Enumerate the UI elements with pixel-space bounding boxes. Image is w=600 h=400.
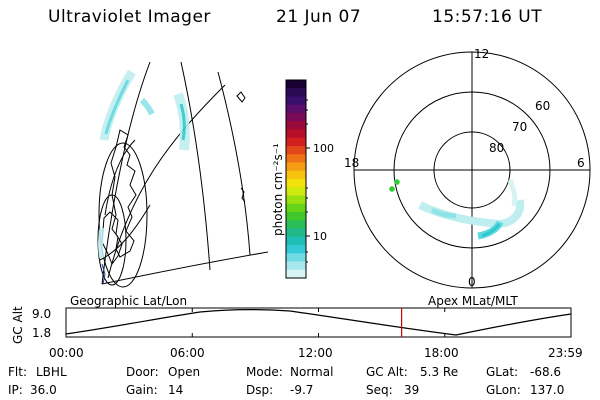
map-aurora-band [139,97,155,116]
glon-label: GLon: [486,383,521,397]
colorbar-stripe [286,96,306,106]
colorbar-stripes [286,80,306,279]
colorbar-stripe [286,187,306,197]
timeline-left-label: Geographic Lat/Lon [70,294,188,308]
timeline-x-tick: 23:59 [548,346,583,360]
coastline [236,91,246,103]
green-spot [389,186,395,192]
coastline [101,211,123,266]
latitude-line [99,204,151,261]
latitude-line [101,251,269,285]
meridian-line [101,61,151,285]
lat-label-80: 80 [489,141,505,155]
timeline-right-label: Apex MLat/MLT [428,294,518,308]
polar-aurora-oval [430,207,457,219]
mlt-label-6: 6 [577,156,585,170]
coastline [110,129,137,258]
mode-value: Normal [290,365,334,379]
map-aurora-band [104,79,130,135]
flt-value: LBHL [36,365,67,379]
glon-value: 137.0 [530,383,565,397]
timeline-y-tick: 9.0 [32,307,52,321]
coastline [240,187,246,203]
lat-label-70: 70 [512,120,528,134]
colorbar-stripe [286,228,306,238]
colorbar-stripe [286,269,306,279]
flt-label: Flt: [8,365,27,379]
colorbar-stripe [286,212,306,221]
polar-aurora-oval [507,179,518,207]
timeline-x-tick: 18:00 [424,346,459,360]
colorbar-stripe [286,245,306,254]
colorbar-stripe [286,88,306,98]
polar-aurora-oval [481,223,501,238]
lat-label-60: 60 [535,99,551,113]
colorbar-stripe [286,146,306,155]
meridian-line [180,61,211,271]
timeline-x-tick: 12:00 [298,346,333,360]
colorbar-tick-label: 100 [313,142,334,155]
mode-label: Mode: [246,365,283,379]
meridian-line [217,71,251,256]
colorbar-stripe [286,129,306,139]
time-label: 15:57:16 UT [432,7,543,27]
colorbar-stripe [286,80,306,89]
map-aurora-band [98,227,105,259]
gcalt-label: GC Alt: [366,365,408,379]
colorbar-stripe [286,104,306,114]
colorbar-stripe [286,203,306,213]
ip-value: 36.0 [30,383,57,397]
colorbar-stripe [286,179,306,188]
colorbar-stripe [286,220,306,230]
colorbar-stripe [286,261,306,271]
timeline-x-tick: 00:00 [49,346,84,360]
door-value: Open [168,365,201,379]
latitude-line [104,139,136,216]
colorbar-stripe [286,154,306,164]
gain-label: Gain: [126,383,158,397]
altitude-curve [65,309,572,336]
map-aurora-band [179,103,186,141]
mlt-label-18: 18 [344,156,360,170]
timeline-x-tick: 06:00 [170,346,205,360]
latitude-ring [98,142,148,288]
colorbar-stripe [286,170,306,180]
door-label: Door: [126,365,159,379]
colorbar-tick-label: 10 [313,230,327,243]
gain-value: 14 [168,383,184,397]
colorbar-stripe [286,113,306,122]
glat-label: GLat: [486,365,519,379]
dsp-value: -9.7 [290,383,314,397]
colorbar-stripe [286,236,306,246]
meridian-line [107,84,226,279]
gcalt-value: 5.3 Re [420,365,459,379]
coastline-blue [101,263,106,285]
instrument-title: Ultraviolet Imager [48,7,211,27]
colorbar-stripe [286,162,306,172]
mlt-label-12: 12 [474,47,490,61]
glat-value: -68.6 [530,365,562,379]
mlt-label-0: 0 [468,275,476,289]
colorbar-stripe [286,195,306,205]
green-spot [394,179,400,185]
dsp-label: Dsp: [246,383,274,397]
timeline-ticks [65,308,572,337]
timeline-y-tick: 1.8 [32,326,52,340]
seq-label: Seq: [366,383,393,397]
colorbar-stripe [286,137,306,147]
colorbar-stripe [286,121,306,131]
date-label: 21 Jun 07 [276,7,362,27]
ip-label: IP: [8,383,23,397]
seq-value: 39 [404,383,420,397]
colorbar-stripe [286,253,306,263]
